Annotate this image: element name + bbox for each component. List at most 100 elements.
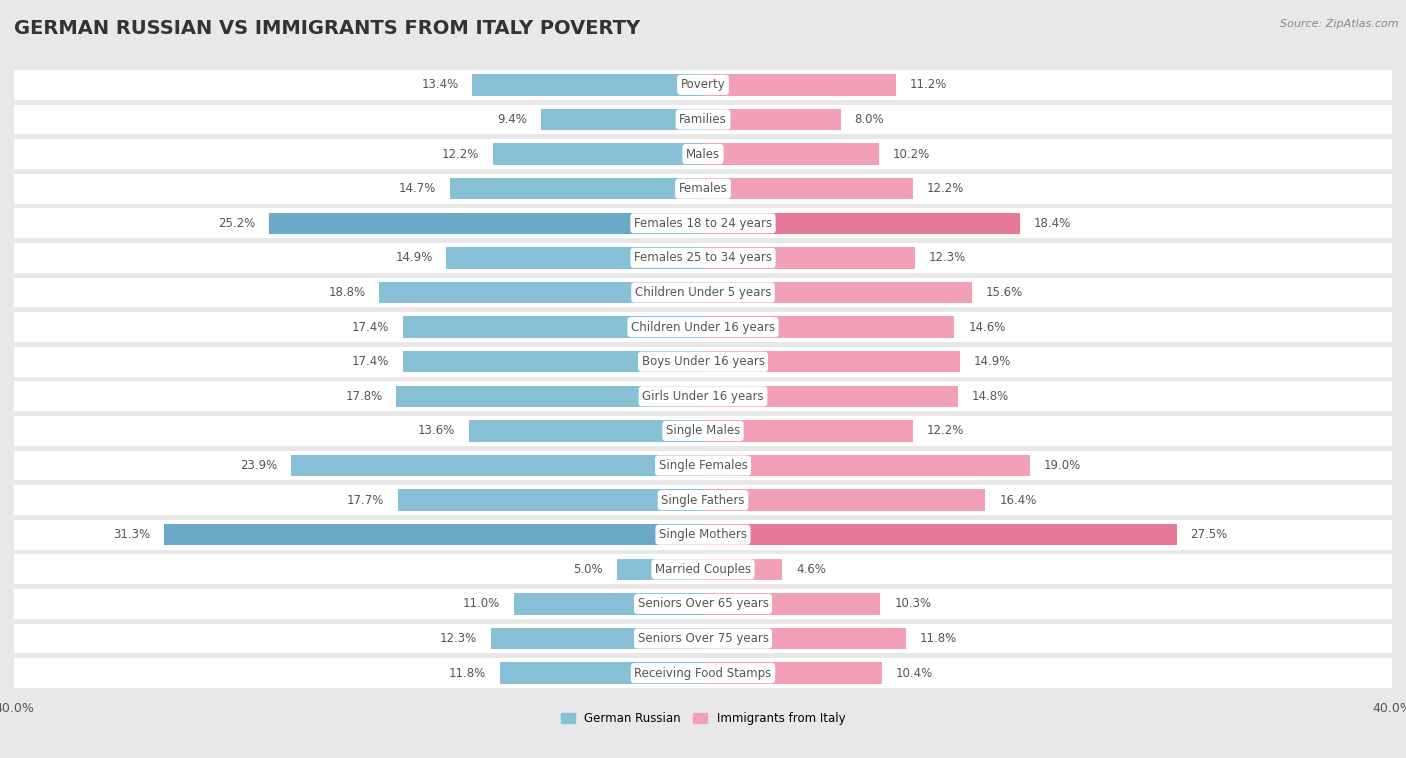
Text: 11.8%: 11.8% — [920, 632, 957, 645]
Text: 11.0%: 11.0% — [463, 597, 499, 610]
FancyBboxPatch shape — [14, 450, 1392, 481]
Text: 17.4%: 17.4% — [352, 321, 389, 334]
Text: 15.6%: 15.6% — [986, 286, 1022, 299]
Bar — [703, 282, 972, 303]
FancyBboxPatch shape — [14, 485, 1392, 515]
Bar — [541, 108, 703, 130]
Legend: German Russian, Immigrants from Italy: German Russian, Immigrants from Italy — [557, 707, 849, 730]
Bar — [703, 316, 955, 338]
Text: 12.2%: 12.2% — [441, 148, 479, 161]
Text: Females 25 to 34 years: Females 25 to 34 years — [634, 252, 772, 265]
Text: 12.3%: 12.3% — [928, 252, 966, 265]
Text: 16.4%: 16.4% — [1000, 493, 1036, 506]
Text: 10.3%: 10.3% — [894, 597, 931, 610]
Bar — [404, 316, 703, 338]
Text: Girls Under 16 years: Girls Under 16 years — [643, 390, 763, 402]
Bar — [450, 178, 703, 199]
Bar — [703, 662, 882, 684]
FancyBboxPatch shape — [14, 174, 1392, 204]
Bar — [703, 420, 912, 442]
Bar — [703, 386, 957, 407]
Text: Receiving Food Stamps: Receiving Food Stamps — [634, 666, 772, 680]
FancyBboxPatch shape — [14, 589, 1392, 619]
Bar — [703, 143, 879, 164]
Text: 14.8%: 14.8% — [972, 390, 1010, 402]
Bar — [703, 108, 841, 130]
Bar — [703, 559, 782, 580]
Text: Seniors Over 65 years: Seniors Over 65 years — [637, 597, 769, 610]
Bar — [703, 628, 907, 650]
Text: 17.8%: 17.8% — [346, 390, 382, 402]
Text: 10.4%: 10.4% — [896, 666, 934, 680]
Bar — [404, 351, 703, 372]
Text: Children Under 16 years: Children Under 16 years — [631, 321, 775, 334]
Text: Females: Females — [679, 182, 727, 195]
FancyBboxPatch shape — [14, 381, 1392, 411]
FancyBboxPatch shape — [14, 554, 1392, 584]
Bar — [398, 490, 703, 511]
Text: 31.3%: 31.3% — [112, 528, 150, 541]
Bar — [703, 178, 912, 199]
Text: Males: Males — [686, 148, 720, 161]
Text: 13.4%: 13.4% — [422, 78, 458, 92]
Text: 14.9%: 14.9% — [395, 252, 433, 265]
Text: Seniors Over 75 years: Seniors Over 75 years — [637, 632, 769, 645]
Text: Females 18 to 24 years: Females 18 to 24 years — [634, 217, 772, 230]
Bar — [269, 212, 703, 234]
Text: 17.4%: 17.4% — [352, 356, 389, 368]
Text: 23.9%: 23.9% — [240, 459, 277, 472]
Bar — [472, 74, 703, 96]
Text: Married Couples: Married Couples — [655, 563, 751, 576]
Text: 11.8%: 11.8% — [449, 666, 486, 680]
FancyBboxPatch shape — [14, 520, 1392, 550]
FancyBboxPatch shape — [14, 243, 1392, 273]
Text: 14.9%: 14.9% — [973, 356, 1011, 368]
Text: 12.2%: 12.2% — [927, 424, 965, 437]
Text: 18.4%: 18.4% — [1033, 217, 1071, 230]
Text: 12.2%: 12.2% — [927, 182, 965, 195]
FancyBboxPatch shape — [14, 658, 1392, 688]
FancyBboxPatch shape — [14, 347, 1392, 377]
Bar — [703, 247, 915, 268]
FancyBboxPatch shape — [14, 105, 1392, 134]
Text: 25.2%: 25.2% — [218, 217, 256, 230]
Bar — [468, 420, 703, 442]
Text: 10.2%: 10.2% — [893, 148, 929, 161]
Text: 14.7%: 14.7% — [399, 182, 436, 195]
Text: Single Females: Single Females — [658, 459, 748, 472]
Text: Single Fathers: Single Fathers — [661, 493, 745, 506]
Text: GERMAN RUSSIAN VS IMMIGRANTS FROM ITALY POVERTY: GERMAN RUSSIAN VS IMMIGRANTS FROM ITALY … — [14, 19, 640, 38]
Text: 13.6%: 13.6% — [418, 424, 456, 437]
Text: Single Males: Single Males — [666, 424, 740, 437]
Bar — [165, 524, 703, 546]
Text: 4.6%: 4.6% — [796, 563, 825, 576]
Text: 17.7%: 17.7% — [347, 493, 384, 506]
Text: Children Under 5 years: Children Under 5 years — [634, 286, 772, 299]
Bar — [499, 662, 703, 684]
FancyBboxPatch shape — [14, 208, 1392, 238]
Bar — [703, 594, 880, 615]
Bar — [491, 628, 703, 650]
FancyBboxPatch shape — [14, 139, 1392, 169]
Bar — [396, 386, 703, 407]
Text: 11.2%: 11.2% — [910, 78, 948, 92]
Bar — [703, 351, 960, 372]
Text: 27.5%: 27.5% — [1191, 528, 1227, 541]
Text: 19.0%: 19.0% — [1045, 459, 1081, 472]
FancyBboxPatch shape — [14, 416, 1392, 446]
Bar — [380, 282, 703, 303]
Text: Single Mothers: Single Mothers — [659, 528, 747, 541]
FancyBboxPatch shape — [14, 624, 1392, 653]
Text: Source: ZipAtlas.com: Source: ZipAtlas.com — [1281, 19, 1399, 29]
Bar — [291, 455, 703, 476]
Bar — [703, 212, 1019, 234]
FancyBboxPatch shape — [14, 70, 1392, 100]
Bar — [703, 490, 986, 511]
Text: Poverty: Poverty — [681, 78, 725, 92]
Text: 14.6%: 14.6% — [969, 321, 1005, 334]
Bar — [617, 559, 703, 580]
Bar — [703, 455, 1031, 476]
Text: Boys Under 16 years: Boys Under 16 years — [641, 356, 765, 368]
Bar — [703, 524, 1177, 546]
FancyBboxPatch shape — [14, 277, 1392, 307]
